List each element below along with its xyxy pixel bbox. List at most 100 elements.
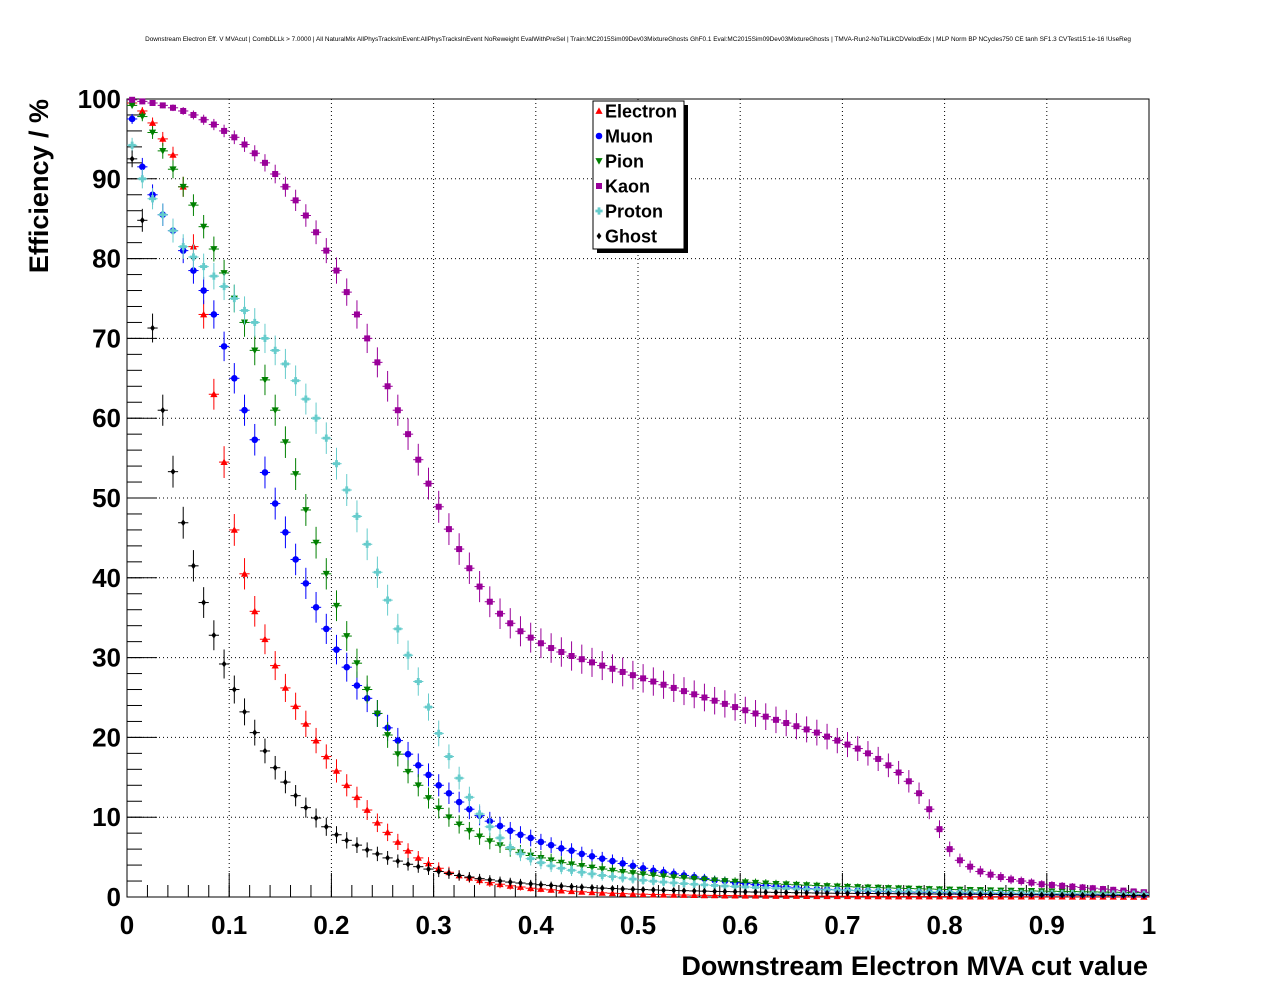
data-point-kaon	[129, 96, 136, 103]
data-point-muon	[353, 682, 361, 689]
data-point-ghost	[160, 406, 166, 414]
data-point-electron	[424, 859, 433, 867]
y-tick-label: 30	[92, 643, 121, 673]
data-point-ghost	[477, 875, 482, 883]
data-point-kaon	[466, 565, 473, 572]
data-point-proton	[711, 881, 719, 890]
data-point-kaon	[200, 116, 207, 123]
data-point-electron	[639, 890, 647, 898]
data-point-ghost	[385, 854, 391, 862]
data-point-electron	[271, 661, 279, 669]
data-point-electron	[629, 890, 637, 897]
data-point-proton	[138, 175, 146, 183]
data-point-proton	[557, 864, 565, 872]
data-point-pion	[251, 347, 259, 354]
data-point-muon	[619, 860, 626, 867]
data-point-proton	[445, 752, 453, 761]
data-point-kaon	[824, 733, 831, 740]
data-point-kaon	[272, 171, 279, 178]
data-point-pion	[782, 881, 790, 888]
data-point-electron	[292, 702, 300, 710]
data-point-muon	[200, 287, 207, 294]
data-point-pion	[404, 768, 412, 776]
data-point-pion	[680, 875, 688, 882]
data-point-electron	[363, 806, 371, 813]
data-point-ghost	[845, 889, 850, 897]
data-point-ghost	[814, 889, 820, 897]
data-point-pion	[159, 147, 167, 155]
data-point-ghost	[722, 888, 728, 895]
data-point-proton	[384, 596, 392, 604]
x-tick-labels: 0 0.1 0.2 0.3 0.4 0.5 0.6 0.7 0.8 0.9 1	[120, 910, 1156, 940]
data-point-muon	[220, 343, 228, 350]
data-point-ghost	[1049, 891, 1055, 899]
data-point-ghost	[518, 879, 523, 887]
data-point-muon	[128, 115, 136, 123]
y-axis-label: Efficiency / %	[24, 99, 54, 273]
data-point-pion	[353, 660, 361, 667]
data-point-pion	[128, 102, 136, 109]
data-point-proton	[731, 882, 739, 891]
data-point-pion	[332, 602, 341, 610]
data-point-ghost	[558, 882, 564, 890]
data-point-pion	[639, 871, 647, 878]
data-point-ghost	[763, 888, 769, 896]
x-axis-label: Downstream Electron MVA cut value	[681, 951, 1148, 981]
data-point-electron	[537, 885, 545, 892]
data-point-kaon	[456, 546, 463, 553]
data-point-ghost	[334, 831, 339, 839]
data-point-kaon	[261, 159, 268, 166]
data-point-kaon	[568, 653, 575, 660]
y-tick-label: 40	[92, 563, 121, 593]
data-point-ghost	[977, 890, 983, 898]
y-tick-label: 80	[92, 244, 121, 274]
data-point-kaon	[793, 723, 800, 730]
data-point-pion	[598, 866, 606, 873]
data-point-kaon	[783, 720, 790, 727]
data-point-muon	[568, 847, 575, 855]
data-point-ghost	[1069, 891, 1075, 899]
data-point-pion	[455, 821, 463, 828]
data-point-proton	[741, 883, 749, 891]
data-point-ghost	[640, 886, 646, 893]
data-point-kaon	[926, 806, 933, 813]
data-point-electron	[210, 390, 218, 398]
data-point-electron	[230, 526, 238, 533]
data-point-proton	[230, 294, 238, 303]
data-point-ghost	[293, 792, 299, 800]
data-point-electron	[384, 828, 392, 836]
x-tick-label: 1	[1142, 910, 1156, 940]
data-point-proton	[148, 195, 157, 203]
data-point-ghost	[783, 889, 789, 896]
data-point-proton	[751, 883, 760, 892]
data-point-ghost	[773, 888, 779, 896]
data-point-kaon	[435, 503, 442, 510]
data-point-proton	[496, 834, 504, 842]
data-point-electron	[598, 889, 606, 896]
data-point-proton	[588, 870, 596, 878]
data-point-ghost	[885, 890, 891, 898]
data-point-electron	[302, 720, 310, 727]
data-point-muon	[496, 822, 504, 830]
data-point-kaon	[772, 716, 779, 723]
data-point-electron	[741, 892, 749, 899]
data-point-kaon	[282, 183, 289, 190]
data-point-kaon	[578, 656, 585, 663]
data-point-electron	[649, 890, 657, 898]
data-point-pion	[690, 875, 698, 883]
data-point-kaon	[1008, 876, 1015, 883]
data-point-kaon	[323, 247, 330, 254]
data-point-electron	[711, 891, 719, 899]
data-point-proton	[680, 879, 688, 888]
legend-marker-ghost	[596, 232, 602, 240]
legend: Electron Muon Pion Kaon Proton Ghost	[592, 100, 688, 253]
data-point-ghost	[671, 887, 677, 894]
data-point-muon	[639, 864, 647, 872]
data-point-electron	[567, 887, 576, 895]
data-point-kaon	[1038, 881, 1045, 888]
data-point-electron	[578, 888, 586, 895]
data-point-electron	[240, 570, 249, 577]
data-point-proton	[169, 227, 177, 235]
data-point-kaon	[251, 150, 258, 157]
data-point-proton	[792, 885, 801, 893]
